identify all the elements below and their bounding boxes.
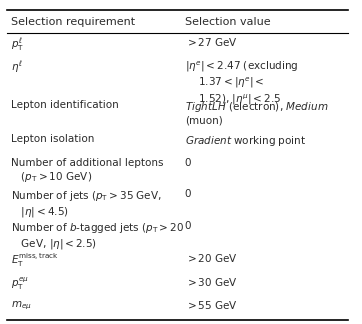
Text: 0: 0 (185, 221, 191, 231)
Text: $\mathit{TightLH}$ (electron), $\mathit{Medium}$
(muon): $\mathit{TightLH}$ (electron), $\mathit{… (185, 100, 328, 126)
Text: $> 27$ GeV: $> 27$ GeV (185, 36, 237, 48)
Text: Number of $b$-tagged jets ($p_{\mathrm{T}} > 20$
   GeV, $|\eta| < 2.5$): Number of $b$-tagged jets ($p_{\mathrm{T… (10, 221, 184, 250)
Text: $> 55$ GeV: $> 55$ GeV (185, 299, 237, 311)
Text: Lepton identification: Lepton identification (10, 100, 118, 110)
Text: $E_{\mathrm{T}}^{\mathrm{miss,track}}$: $E_{\mathrm{T}}^{\mathrm{miss,track}}$ (10, 252, 59, 269)
Text: $p_{\mathrm{T}}^{e\mu}$: $p_{\mathrm{T}}^{e\mu}$ (10, 276, 29, 292)
Text: $\mathit{Gradient}$ working point: $\mathit{Gradient}$ working point (185, 134, 306, 148)
Text: $|\eta^{e}| < 2.47$ (excluding
    $1.37 < |\eta^{e}| <$
    $1.52$), $|\eta^{\m: $|\eta^{e}| < 2.47$ (excluding $1.37 < |… (185, 60, 298, 107)
Text: Number of jets ($p_{\mathrm{T}} > 35$ GeV,
   $|\eta| < 4.5$): Number of jets ($p_{\mathrm{T}} > 35$ Ge… (10, 189, 161, 219)
Text: $m_{e\mu}$: $m_{e\mu}$ (10, 299, 31, 312)
Text: 0: 0 (185, 158, 191, 168)
Text: $p_{\mathrm{T}}^{\ell}$: $p_{\mathrm{T}}^{\ell}$ (10, 36, 24, 53)
Text: Lepton isolation: Lepton isolation (10, 134, 94, 144)
Text: $\eta^{\ell}$: $\eta^{\ell}$ (10, 60, 22, 75)
Text: Number of additional leptons
   ($p_{\mathrm{T}} > 10$ GeV): Number of additional leptons ($p_{\mathr… (10, 158, 163, 184)
Text: $> 30$ GeV: $> 30$ GeV (185, 276, 237, 288)
Text: Selection requirement: Selection requirement (10, 17, 135, 27)
Text: Selection value: Selection value (185, 17, 270, 27)
Text: $> 20$ GeV: $> 20$ GeV (185, 252, 237, 264)
Text: 0: 0 (185, 189, 191, 199)
